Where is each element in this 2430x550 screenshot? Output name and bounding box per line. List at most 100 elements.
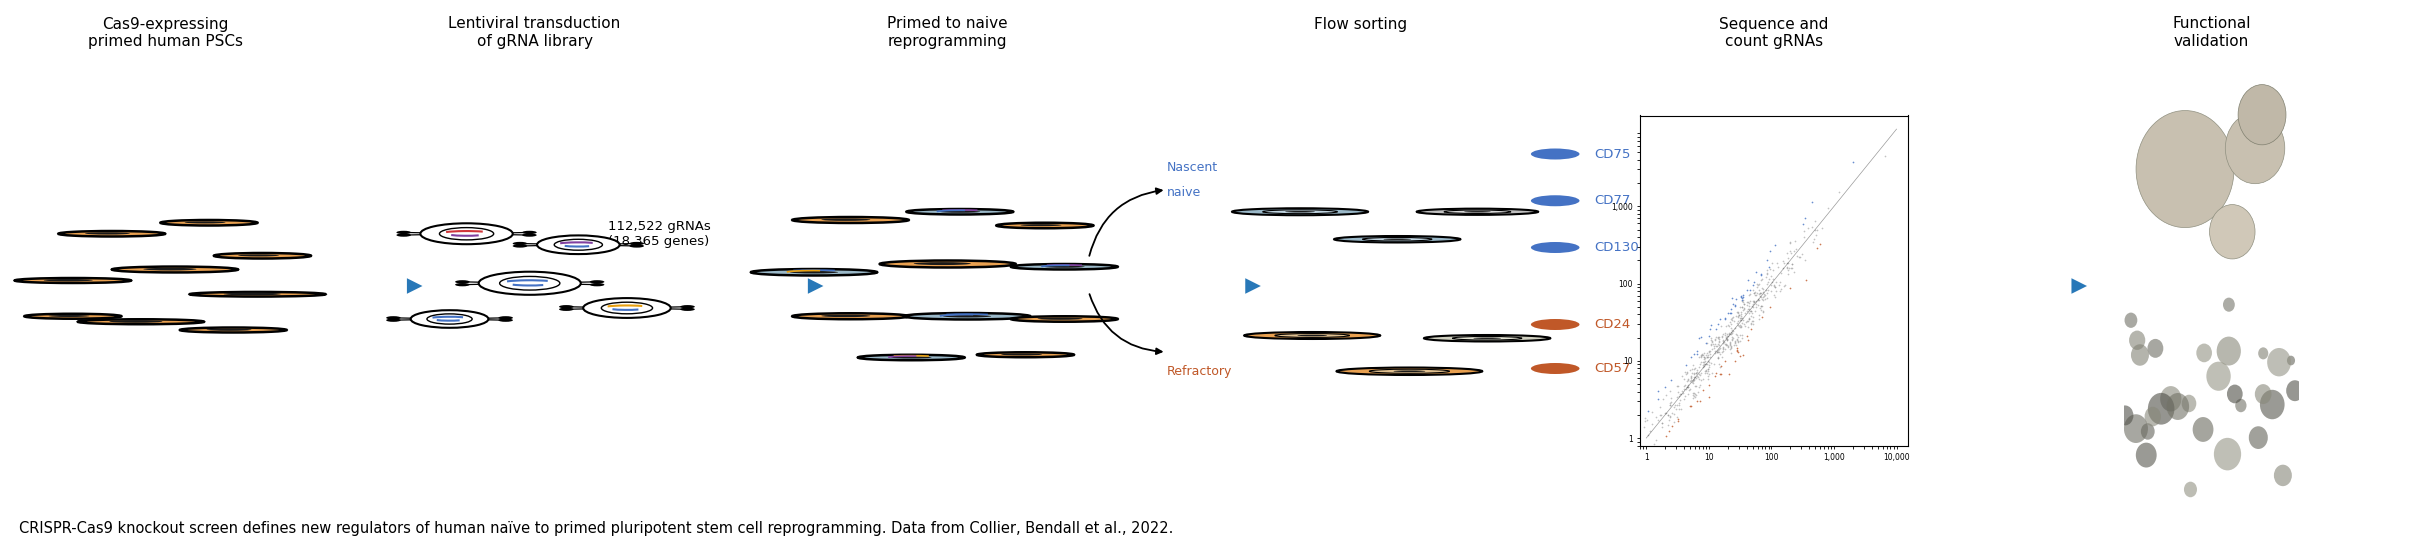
Circle shape <box>595 246 610 249</box>
Circle shape <box>547 240 561 244</box>
Circle shape <box>433 229 447 232</box>
Ellipse shape <box>1465 211 1492 212</box>
Ellipse shape <box>1011 264 1118 270</box>
Ellipse shape <box>44 279 92 282</box>
Circle shape <box>595 310 610 313</box>
Ellipse shape <box>996 223 1094 228</box>
Ellipse shape <box>1336 367 1482 375</box>
Circle shape <box>496 278 510 282</box>
Ellipse shape <box>1371 369 1448 373</box>
Circle shape <box>680 305 695 309</box>
Circle shape <box>1531 148 1580 159</box>
Circle shape <box>501 277 559 290</box>
Ellipse shape <box>1443 210 1511 213</box>
Ellipse shape <box>24 314 122 319</box>
Circle shape <box>513 242 527 245</box>
Ellipse shape <box>143 268 197 271</box>
Ellipse shape <box>940 211 979 213</box>
Ellipse shape <box>1285 211 1315 212</box>
Circle shape <box>496 285 510 288</box>
Circle shape <box>537 235 620 254</box>
Circle shape <box>644 303 659 306</box>
Circle shape <box>411 310 488 328</box>
Ellipse shape <box>904 313 1030 320</box>
Circle shape <box>467 320 481 323</box>
Ellipse shape <box>1383 239 1412 240</box>
Circle shape <box>583 298 671 318</box>
Circle shape <box>644 310 659 313</box>
Circle shape <box>600 302 654 314</box>
Circle shape <box>559 307 573 311</box>
Ellipse shape <box>1392 371 1426 372</box>
Circle shape <box>386 316 401 320</box>
Circle shape <box>1531 319 1580 330</box>
Ellipse shape <box>180 327 287 333</box>
Ellipse shape <box>821 315 870 317</box>
Text: Functional
validation: Functional validation <box>2172 16 2250 49</box>
Ellipse shape <box>214 253 311 258</box>
Ellipse shape <box>1334 236 1460 243</box>
Ellipse shape <box>1264 210 1337 213</box>
Text: CD77: CD77 <box>1594 194 1631 207</box>
Text: CRISPR-Cas9 knockout screen defines new regulators of human naïve to primed plur: CRISPR-Cas9 knockout screen defines new … <box>19 521 1174 536</box>
Ellipse shape <box>821 218 870 221</box>
Text: naive: naive <box>1166 186 1200 199</box>
Circle shape <box>522 233 537 236</box>
Ellipse shape <box>185 221 226 223</box>
Text: Cas9-expressing
primed human PSCs: Cas9-expressing primed human PSCs <box>87 16 243 49</box>
Ellipse shape <box>1011 316 1118 322</box>
Circle shape <box>420 223 513 244</box>
Text: Sequence and
count gRNAs: Sequence and count gRNAs <box>1718 16 1830 49</box>
Ellipse shape <box>15 278 131 283</box>
Ellipse shape <box>880 261 1016 267</box>
Text: CD57: CD57 <box>1594 362 1631 375</box>
Ellipse shape <box>1453 337 1521 340</box>
Ellipse shape <box>78 319 204 324</box>
Ellipse shape <box>914 262 972 265</box>
Text: CD75: CD75 <box>1594 147 1631 161</box>
Ellipse shape <box>85 232 129 234</box>
Circle shape <box>522 231 537 234</box>
Circle shape <box>498 316 513 320</box>
Circle shape <box>549 285 564 288</box>
Ellipse shape <box>892 356 931 359</box>
Circle shape <box>486 235 501 239</box>
Circle shape <box>559 305 573 309</box>
Ellipse shape <box>207 328 250 331</box>
Circle shape <box>595 240 610 244</box>
Circle shape <box>1531 195 1580 206</box>
Ellipse shape <box>1021 224 1062 226</box>
Circle shape <box>479 272 581 295</box>
Ellipse shape <box>943 315 991 317</box>
Text: 112,522 gRNAs
(18,365 genes): 112,522 gRNAs (18,365 genes) <box>608 220 710 248</box>
Text: Refractory: Refractory <box>1166 365 1232 378</box>
Circle shape <box>396 231 411 234</box>
Circle shape <box>549 278 564 282</box>
Circle shape <box>629 242 644 245</box>
Circle shape <box>418 320 433 323</box>
Circle shape <box>418 315 433 318</box>
Circle shape <box>1531 363 1580 374</box>
Ellipse shape <box>792 217 909 223</box>
Ellipse shape <box>1473 338 1502 339</box>
Ellipse shape <box>1244 332 1380 339</box>
Ellipse shape <box>858 355 965 360</box>
Text: Nascent: Nascent <box>1166 161 1217 174</box>
Ellipse shape <box>224 293 282 295</box>
Circle shape <box>513 244 527 248</box>
Circle shape <box>396 233 411 236</box>
Circle shape <box>454 283 469 287</box>
Ellipse shape <box>1045 266 1084 268</box>
Ellipse shape <box>238 254 279 256</box>
Circle shape <box>554 239 603 250</box>
Ellipse shape <box>49 315 90 317</box>
Circle shape <box>440 228 493 240</box>
Ellipse shape <box>790 271 838 273</box>
Circle shape <box>590 283 605 287</box>
Ellipse shape <box>112 267 238 272</box>
Circle shape <box>454 280 469 283</box>
Circle shape <box>595 303 610 306</box>
Ellipse shape <box>160 220 258 225</box>
Ellipse shape <box>1363 238 1431 241</box>
Ellipse shape <box>58 231 165 236</box>
